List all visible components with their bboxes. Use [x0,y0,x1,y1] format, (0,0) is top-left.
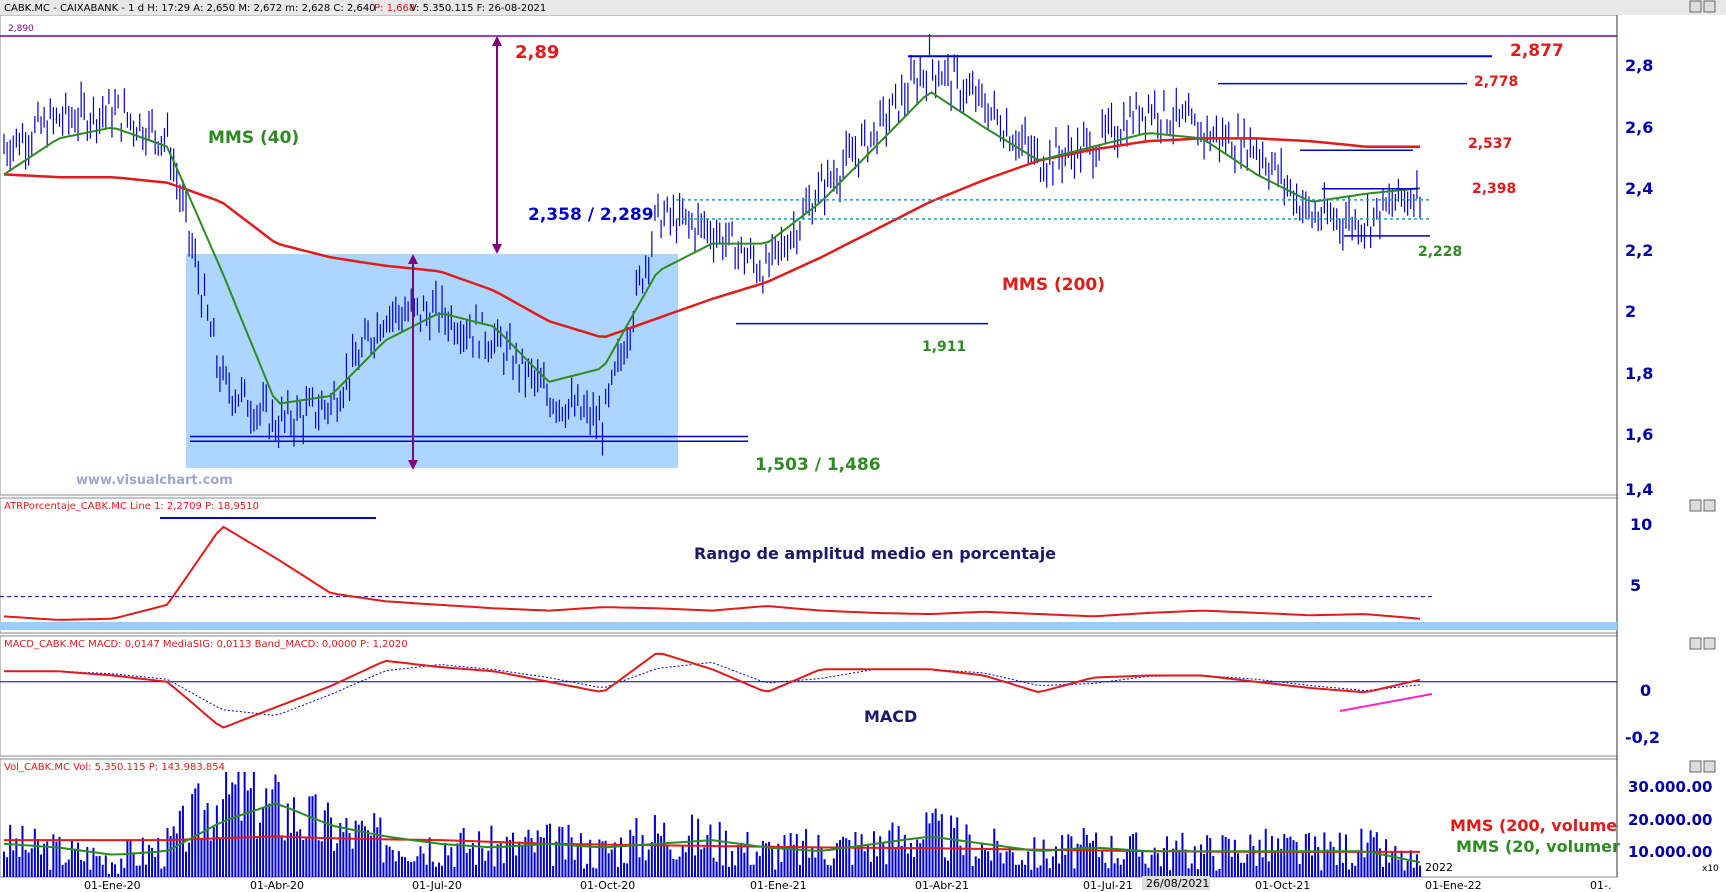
x-tick: 01-Ene-22 [1425,879,1482,892]
volume-tick: 20.000.00 [1628,811,1712,829]
header-vol-text: V: 5.350.115 F: 26-08-2021 [410,3,546,14]
macd-title: MACD [864,707,917,726]
price-tick: 2 [1625,302,1636,321]
label-resistance: 2,358 / 2,289 [528,205,654,225]
cursor-date: 26/08/2021 [1146,877,1209,890]
mms200-line [3,137,1420,338]
price-axis: 2,8 2,6 2,4 2,2 2 1,8 1,6 1,4 [1625,56,1653,499]
window-buttons [1689,0,1716,773]
atr-tick: 5 [1630,576,1641,595]
range-arrow-box [408,254,418,470]
label-2537: 2,537 [1468,136,1512,152]
price-tick: 2,2 [1625,241,1653,260]
x-tick: 01-Abr-20 [250,879,304,892]
atr-header: ATRPorcentaje_CABK.MC Line 1: 2,2709 P: … [4,501,259,512]
window-close-button[interactable] [1703,0,1716,13]
volume-close-button[interactable] [1703,760,1716,773]
atr-title: Rango de amplitud medio en porcentaje [694,544,1056,563]
price-tick: 2,8 [1625,56,1653,75]
range-arrow-left [492,36,502,254]
watermark: www.visualchart.com [76,473,233,488]
x-tick: 01-Oct-20 [580,879,635,892]
macd-close-button[interactable] [1703,637,1716,650]
label-2228: 2,228 [1418,244,1462,260]
label-2877: 2,877 [1510,41,1564,61]
volume-header: Vol_CABK.MC Vol: 5.350.115 P: 143.983.85… [4,762,225,773]
x-tick: 01-Jul-20 [412,879,462,892]
x-tick: 01-. [1590,879,1611,892]
volume-legend-20: MMS (20, volumer [1456,837,1620,856]
price-levels [190,55,1492,442]
label-mms200: MMS (200) [1002,275,1105,295]
zoom-label[interactable]: x10 [1702,864,1719,874]
atr-minimize-button[interactable] [1689,499,1702,512]
macd-tick: 0 [1640,681,1651,700]
price-tick: 2,6 [1625,118,1653,137]
macd-minimize-button[interactable] [1689,637,1702,650]
atr-bottom-band [0,622,1617,630]
cursor-date-box [1142,876,1210,890]
atr-line [3,525,1421,621]
atr-tick: 10 [1630,515,1652,534]
macd-tick: -0,2 [1625,728,1660,747]
mms40-line [3,91,1421,405]
x-tick: 01-Ene-20 [84,879,141,892]
label-1911: 1,911 [922,339,966,355]
label-mms40: MMS (40) [208,128,299,148]
x-tick: 01-Abr-21 [915,879,969,892]
atr-close-button[interactable] [1703,499,1716,512]
window-minimize-button[interactable] [1689,0,1702,13]
volume-mms20-line [3,802,1421,864]
corner-value: 2,890 [8,24,34,34]
x-tick: 01-Jul-21 [1083,879,1133,892]
label-2398: 2,398 [1472,181,1516,197]
header-bar [0,0,1726,15]
year-label: 2022 [1425,861,1453,874]
label-support: 1,503 / 1,486 [755,455,881,475]
volume-minimize-button[interactable] [1689,760,1702,773]
label-289: 2,89 [515,42,559,63]
x-tick: 01-Oct-21 [1255,879,1310,892]
price-tick: 1,8 [1625,364,1653,383]
macd-header: MACD_CABK.MC MACD: 0,0147 MediaSIG: 0,01… [4,639,408,650]
macd-line [4,652,1421,729]
price-bars [3,34,1421,456]
x-axis: 01-Ene-20 01-Abr-20 01-Jul-20 01-Oct-20 … [84,861,1719,892]
x-tick: 01-Ene-21 [750,879,807,892]
price-tick: 2,4 [1625,179,1653,198]
label-2778: 2,778 [1474,74,1518,90]
volume-tick: 30.000.00 [1628,778,1712,796]
macd-panel-frame [0,635,1618,757]
header-price-text: CABK.MC - CAIXABANK - 1 d H: 17:29 A: 2,… [4,3,376,14]
volume-legend-200: MMS (200, volume [1450,816,1617,835]
volume-tick: 10.000.00 [1628,843,1712,861]
macd-divergence-line [1339,693,1433,712]
price-tick: 1,6 [1625,425,1653,444]
price-tick: 1,4 [1625,480,1653,499]
header-p-text: P: 1,668 [374,3,415,14]
